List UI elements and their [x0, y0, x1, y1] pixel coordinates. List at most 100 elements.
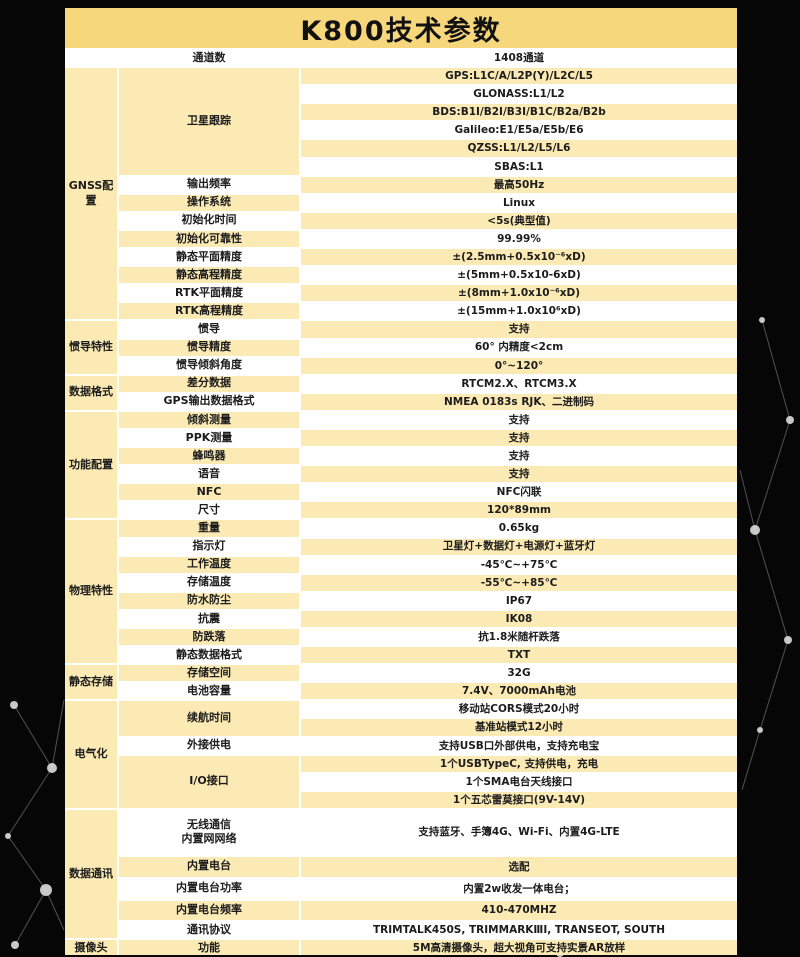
- value-cell: 120*89mm: [301, 502, 737, 519]
- value-cell: 支持: [301, 321, 737, 338]
- value-cell: 1408通道: [301, 50, 737, 67]
- value-cell: RTCM2.X、RTCM3.X: [301, 375, 737, 392]
- param-cell: 电池容量: [119, 683, 299, 700]
- param-cell: 存储空间: [119, 665, 299, 682]
- param-cell: 防水防尘: [119, 592, 299, 609]
- value-cell: 支持USB口外部供电，支持充电宝: [301, 737, 737, 754]
- param-cell: 无线通信 内置网网络: [119, 809, 299, 855]
- param-cell: 尺寸: [119, 502, 299, 519]
- param-cell: 输出频率: [119, 176, 299, 193]
- category-cell: 功能配置: [65, 411, 117, 519]
- param-cell: 指示灯: [119, 538, 299, 555]
- category-cell: GNSS配置: [65, 68, 117, 320]
- category-cell: 惯导特性: [65, 321, 117, 374]
- value-cell: ±(2.5mm+0.5x10⁻⁶xD): [301, 249, 737, 266]
- value-cell: ±(15mm+1.0x10⁶xD): [301, 303, 737, 320]
- value-cell: 选配: [301, 856, 737, 877]
- value-cell: Galileo:E1/E5a/E5b/E6: [301, 122, 737, 139]
- value-cell: 32G: [301, 665, 737, 682]
- param-cell: 静态数据格式: [119, 647, 299, 664]
- value-cell: QZSS:L1/L2/L5/L6: [301, 140, 737, 157]
- param-cell: RTK平面精度: [119, 285, 299, 302]
- param-cell: RTK高程精度: [119, 303, 299, 320]
- param-cell: 外接供电: [119, 737, 299, 754]
- page-title: K800技术参数: [65, 8, 737, 48]
- value-cell: 0°~120°: [301, 357, 737, 374]
- value-cell: -45℃~+75℃: [301, 556, 737, 573]
- param-cell: 内置电台功率: [119, 878, 299, 899]
- value-cell: -55℃~+85℃: [301, 574, 737, 591]
- param-cell: I/O接口: [119, 755, 299, 808]
- param-cell: 内置电台: [119, 856, 299, 877]
- param-cell: 操作系统: [119, 194, 299, 211]
- param-cell: 初始化可靠性: [119, 230, 299, 248]
- value-cell: 抗1.8米随杆跌落: [301, 629, 737, 646]
- param-cell: 倾斜测量: [119, 411, 299, 428]
- value-cell: <5s(典型值): [301, 212, 737, 229]
- category-cell: 静态存储: [65, 665, 117, 700]
- category-cell: 电气化: [65, 701, 117, 808]
- param-cell: 蜂鸣器: [119, 448, 299, 465]
- param-cell: 惯导: [119, 321, 299, 338]
- value-cell: 卫星灯+数据灯+电源灯+蓝牙灯: [301, 538, 737, 555]
- param-cell: 差分数据: [119, 375, 299, 392]
- value-cell: 7.4V、7000mAh电池: [301, 683, 737, 700]
- param-cell: 续航时间: [119, 701, 299, 736]
- param-cell: 抗震: [119, 610, 299, 627]
- value-cell: 移动站CORS模式20小时: [301, 701, 737, 718]
- value-cell: 支持: [301, 411, 737, 428]
- param-cell: 惯导精度: [119, 339, 299, 356]
- value-cell: 最高50Hz: [301, 176, 737, 193]
- value-cell: 1个五芯雷莫接口(9V-14V): [301, 791, 737, 808]
- spec-table: 通道数 1408通道 GNSS配置 卫星跟踪 GPS:L1C/A/L2P(Y)/L2C/…: [65, 50, 737, 955]
- param-cell: 静态高程精度: [119, 267, 299, 284]
- value-cell: ±(5mm+0.5x10-6xD): [301, 267, 737, 284]
- param-cell: NFC: [119, 484, 299, 501]
- param-cell: 重量: [119, 520, 299, 537]
- value-cell: 1个USBTypeC, 支持供电，充电: [301, 755, 737, 772]
- category-cell: 摄像头: [65, 940, 117, 955]
- value-cell: 支持: [301, 429, 737, 447]
- category-cell: 数据通讯: [65, 809, 117, 939]
- value-cell: 60° 内精度<2cm: [301, 339, 737, 356]
- value-cell: Linux: [301, 194, 737, 211]
- value-cell: TXT: [301, 647, 737, 664]
- param-cell: GPS输出数据格式: [119, 393, 299, 410]
- value-cell: BDS:B1I/B2I/B3I/B1C/B2a/B2b: [301, 104, 737, 121]
- value-cell: IP67: [301, 592, 737, 609]
- param-cell: 存储温度: [119, 574, 299, 591]
- value-cell: 支持蓝牙、手簿4G、Wi-Fi、内置4G-LTE: [301, 809, 737, 855]
- value-cell: 99.99%: [301, 230, 737, 248]
- value-cell: TRIMTALK450S, TRIMMARKⅢI, TRANSEOT, SOUT…: [301, 922, 737, 939]
- param-cell: 语音: [119, 466, 299, 483]
- category-cell: [65, 50, 117, 67]
- value-cell: ±(8mm+1.0x10⁻⁶xD): [301, 285, 737, 302]
- param-cell: 初始化时间: [119, 212, 299, 229]
- value-cell: 基准站模式12小时: [301, 719, 737, 736]
- category-cell: 数据格式: [65, 375, 117, 410]
- param-cell: 惯导倾斜角度: [119, 357, 299, 374]
- value-cell: 支持: [301, 466, 737, 483]
- param-cell: 通道数: [119, 50, 299, 67]
- param-cell: 工作温度: [119, 556, 299, 573]
- value-cell: GPS:L1C/A/L2P(Y)/L2C/L5: [301, 68, 737, 85]
- value-cell: 支持: [301, 448, 737, 465]
- param-cell: 功能: [119, 940, 299, 955]
- param-cell: 卫星跟踪: [119, 68, 299, 175]
- param-cell: PPK测量: [119, 429, 299, 447]
- value-cell: 0.65kg: [301, 520, 737, 537]
- spec-sheet-panel: K800技术参数 通道数 1408通道 GNSS配置 卫星跟踪 GPS:L1C/A/L2…: [65, 8, 737, 955]
- param-cell: 防跌落: [119, 629, 299, 646]
- value-cell: SBAS:L1: [301, 158, 737, 175]
- value-cell: NMEA 0183s RJK、二进制码: [301, 393, 737, 410]
- value-cell: GLONASS:L1/L2: [301, 86, 737, 103]
- value-cell: 1个SMA电台天线接口: [301, 773, 737, 790]
- value-cell: 410-470MHZ: [301, 900, 737, 921]
- param-cell: 通讯协议: [119, 922, 299, 939]
- value-cell: NFC闪联: [301, 484, 737, 501]
- param-cell: 内置电台频率: [119, 900, 299, 921]
- value-cell: 5M高清摄像头，超大视角可支持实景AR放样: [301, 940, 737, 955]
- param-cell: 静态平面精度: [119, 249, 299, 266]
- category-cell: 物理特性: [65, 520, 117, 664]
- value-cell: IK08: [301, 610, 737, 627]
